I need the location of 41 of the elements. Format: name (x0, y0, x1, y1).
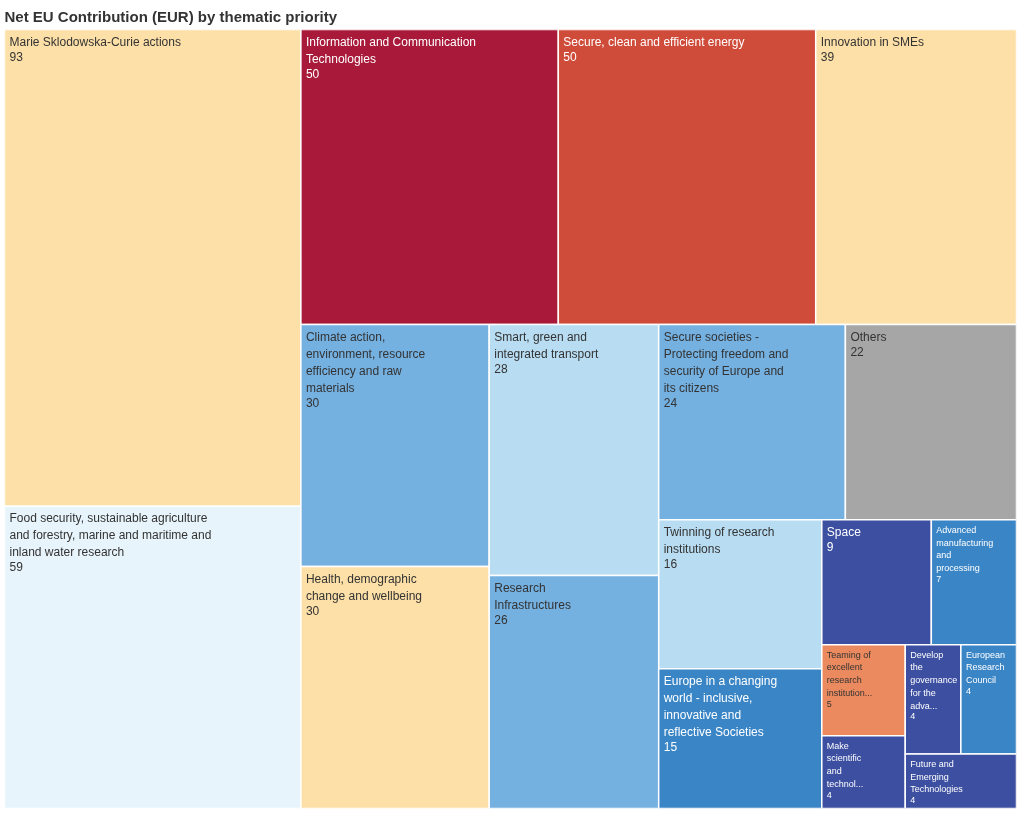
category-label: Develop the governance for the adva... (910, 649, 958, 711)
data-label: 93 (9, 49, 24, 64)
data-label: 4 (965, 685, 971, 696)
category-label: Information and Communication Technologies (305, 34, 476, 66)
category-label: Secure societies - Protecting freedom and security of Europe and its citizens (663, 329, 789, 395)
data-label: 4 (910, 711, 916, 722)
data-label: 30 (305, 395, 320, 410)
category-label: Smart, green and integrated transport (494, 329, 599, 361)
category-label: Secure, clean and efficient energy (563, 34, 745, 49)
data-label: 30 (305, 603, 320, 618)
data-label: 16 (663, 556, 678, 571)
text: Net EU Contribution (EUR) by thematic priority (4, 7, 338, 25)
category-label: Innovation in SMEs (820, 34, 925, 49)
data-label: 5 (826, 698, 832, 709)
category-label: Make scientific and technol... (826, 740, 864, 789)
category-label: Advanced manufacturing and processing (936, 524, 994, 574)
data-label: 59 (9, 560, 24, 575)
data-label: 4 (910, 795, 916, 806)
category-label: Space (826, 524, 862, 539)
category-label: Europe in a changing world - inclusive, innovative and reflective Societies (662, 673, 778, 739)
category-label: Marie Sklodowska-Curie actions (9, 34, 181, 49)
data-label: 26 (494, 612, 508, 627)
data-label: 28 (494, 361, 508, 376)
data-label: 9 (826, 539, 834, 554)
data-label: 22 (850, 344, 865, 359)
category-label: European Research Council (965, 649, 1005, 686)
data-label: 4 (826, 789, 832, 800)
category-label: Others (850, 329, 887, 344)
category-label: Food security, sustainable agriculture and forestry, marine and maritime and inland water research (9, 511, 212, 560)
category-label: Climate action, environment, resource efficiency and raw materials (305, 329, 426, 395)
data-label: 50 (563, 49, 577, 64)
category-label: Health, demographic change and wellbeing (305, 571, 422, 603)
data-label: 39 (820, 49, 835, 64)
category-label: Twinning of research institutions (663, 524, 775, 556)
data-label: 15 (663, 739, 678, 754)
category-label: Teaming of excellent research institution... (826, 649, 873, 698)
data-label: 7 (936, 573, 942, 584)
data-label: 24 (663, 395, 678, 410)
data-label: 50 (305, 66, 320, 81)
category-label: Future and Emerging Technologies (910, 758, 964, 795)
category-label: Research Infrastructures (494, 580, 571, 612)
